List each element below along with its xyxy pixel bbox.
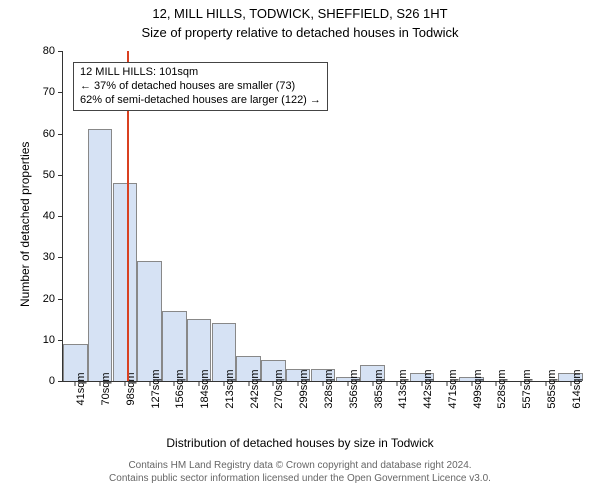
x-tick-label: 41sqm [75,372,87,405]
y-tick-label: 10 [43,334,63,346]
x-tick-label: 70sqm [100,372,112,405]
x-tick-label: 270sqm [273,369,285,408]
y-tick-label: 20 [43,293,63,305]
x-tick-label: 585sqm [546,369,558,408]
histogram-bar [113,183,138,381]
x-tick-label: 528sqm [496,369,508,408]
x-tick-label: 442sqm [422,369,434,408]
y-tick-label: 70 [43,86,63,98]
footer-line2: Contains public sector information licen… [0,473,600,486]
annotation-box: 12 MILL HILLS: 101sqm ← 37% of detached … [73,62,328,111]
x-tick-label: 413sqm [397,369,409,408]
x-tick-label: 242sqm [249,369,261,408]
y-tick-label: 0 [49,375,63,387]
chart-title-line1: 12, MILL HILLS, TODWICK, SHEFFIELD, S26 … [0,6,600,21]
x-tick-label: 499sqm [472,369,484,408]
x-tick-label: 614sqm [571,369,583,408]
y-tick-label: 80 [43,45,63,57]
y-tick-label: 50 [43,169,63,181]
footer-attribution: Contains HM Land Registry data © Crown c… [0,460,600,485]
x-tick-label: 127sqm [150,369,162,408]
x-tick-label: 184sqm [199,369,211,408]
chart-title-line2: Size of property relative to detached ho… [0,25,600,40]
x-tick-label: 156sqm [174,369,186,408]
y-tick-label: 30 [43,251,63,263]
x-tick-label: 385sqm [373,369,385,408]
chart-container: 12, MILL HILLS, TODWICK, SHEFFIELD, S26 … [0,0,600,500]
x-tick-label: 356sqm [348,369,360,408]
histogram-bar [137,261,162,381]
x-tick-label: 328sqm [323,369,335,408]
x-axis-label: Distribution of detached houses by size … [0,436,600,450]
footer-line1: Contains HM Land Registry data © Crown c… [0,460,600,473]
annotation-line2: ← 37% of detached houses are smaller (73… [80,80,321,94]
annotation-line3: 62% of semi-detached houses are larger (… [80,94,321,108]
x-tick-label: 471sqm [447,369,459,408]
y-tick-label: 40 [43,210,63,222]
y-axis-label: Number of detached properties [18,142,32,307]
x-tick-label: 213sqm [224,369,236,408]
annotation-line1: 12 MILL HILLS: 101sqm [80,66,321,80]
histogram-bar [88,129,113,381]
x-tick-label: 299sqm [298,369,310,408]
x-tick-label: 557sqm [521,369,533,408]
y-tick-label: 60 [43,128,63,140]
